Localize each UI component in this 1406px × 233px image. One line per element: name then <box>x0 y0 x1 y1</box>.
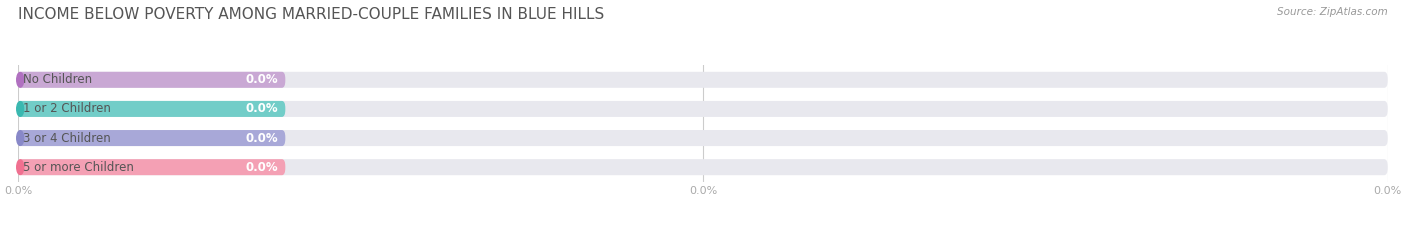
FancyBboxPatch shape <box>18 101 1388 117</box>
Circle shape <box>17 102 24 116</box>
FancyBboxPatch shape <box>18 101 285 117</box>
FancyBboxPatch shape <box>18 130 1388 146</box>
Text: 0.0%: 0.0% <box>246 161 278 174</box>
Circle shape <box>17 131 24 145</box>
Text: No Children: No Children <box>22 73 91 86</box>
Text: 0.0%: 0.0% <box>246 103 278 115</box>
FancyBboxPatch shape <box>18 159 1388 175</box>
Circle shape <box>17 160 24 175</box>
Text: 3 or 4 Children: 3 or 4 Children <box>22 132 111 144</box>
FancyBboxPatch shape <box>18 130 285 146</box>
FancyBboxPatch shape <box>18 72 1388 88</box>
Text: 5 or more Children: 5 or more Children <box>22 161 134 174</box>
Text: INCOME BELOW POVERTY AMONG MARRIED-COUPLE FAMILIES IN BLUE HILLS: INCOME BELOW POVERTY AMONG MARRIED-COUPL… <box>18 7 605 22</box>
Text: 0.0%: 0.0% <box>246 132 278 144</box>
FancyBboxPatch shape <box>18 159 285 175</box>
FancyBboxPatch shape <box>18 72 285 88</box>
Text: 1 or 2 Children: 1 or 2 Children <box>22 103 111 115</box>
Text: 0.0%: 0.0% <box>246 73 278 86</box>
Circle shape <box>17 72 24 87</box>
Text: Source: ZipAtlas.com: Source: ZipAtlas.com <box>1277 7 1388 17</box>
